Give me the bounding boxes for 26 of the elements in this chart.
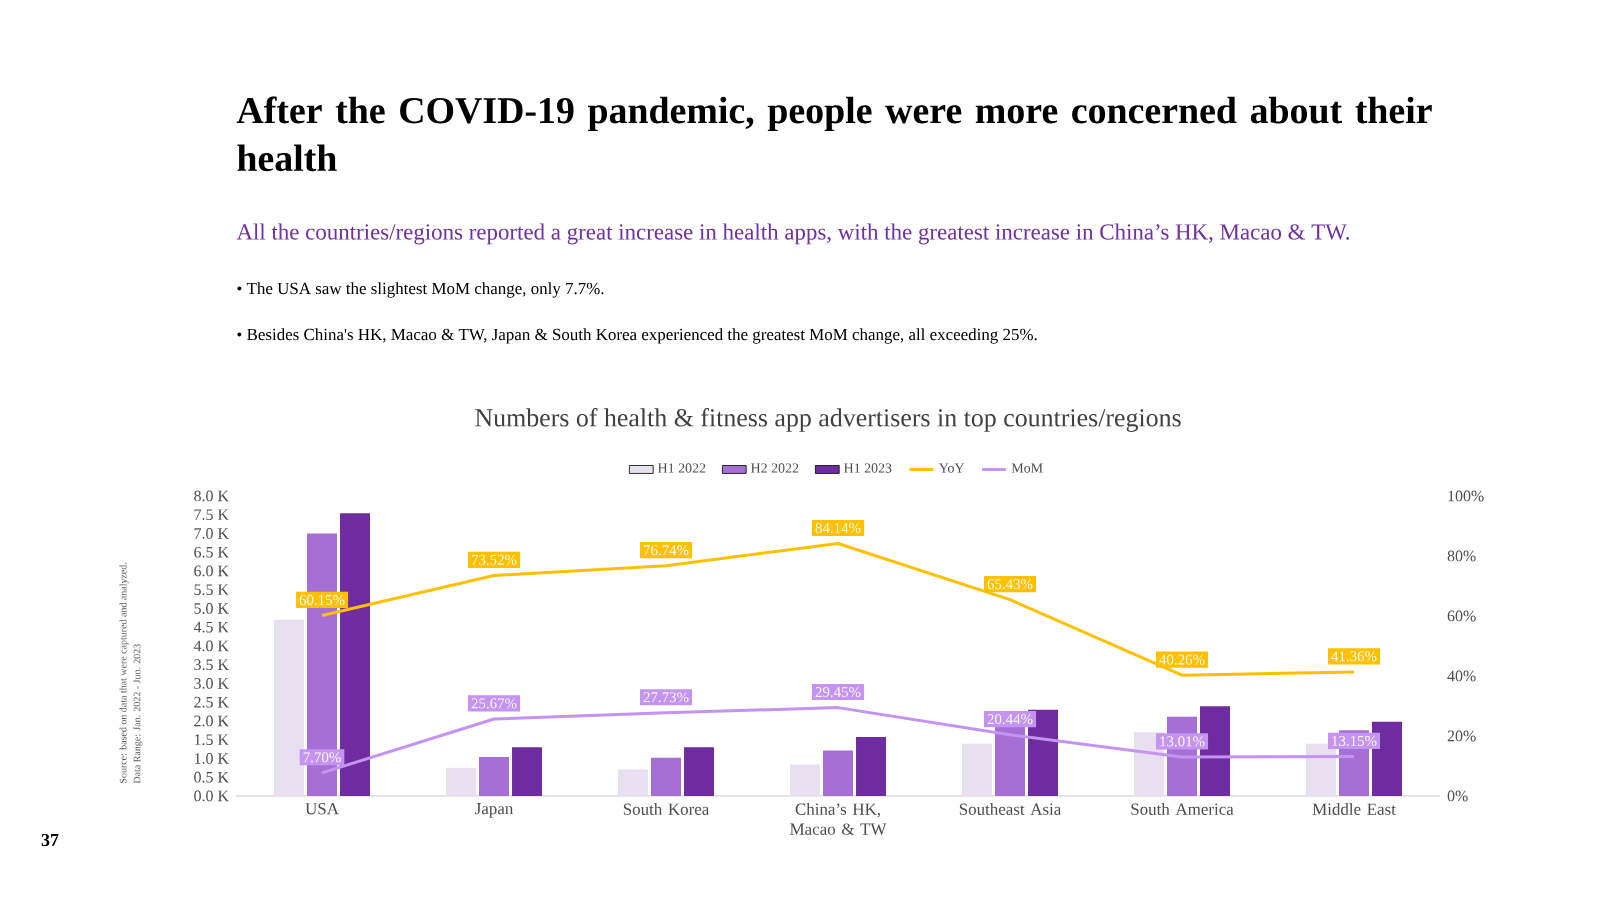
bar <box>618 769 649 796</box>
x-tick-label: China’s HK, Macao & TW <box>790 803 887 835</box>
x-tick-label: South Korea <box>623 803 710 815</box>
bar <box>479 756 510 796</box>
bar <box>651 757 682 796</box>
chart-title: After the COVID-19 pandemic, people were more concerned about their health <box>236 96 1432 172</box>
bar <box>962 743 993 796</box>
bar <box>446 767 477 796</box>
bar <box>995 724 1026 796</box>
bar <box>684 747 715 796</box>
chart-subtitle: All the countries/regions reported a great increase in health apps, with the greatest increase in China’s HK, Macao & TW. <box>236 223 1349 245</box>
text: Numbers of health & fitness app advertisers in top countries/regions <box>475 408 1181 432</box>
x-tick-label: Middle East <box>1312 803 1396 815</box>
x-tick-label: USA <box>305 803 339 815</box>
bar <box>1306 743 1337 796</box>
text: 37 <box>41 833 59 847</box>
bar <box>823 750 854 796</box>
text: • The USA saw the slightest MoM change, only 7.7%. <box>237 282 604 298</box>
x-tick-label: Japan <box>475 803 514 818</box>
x-tick-label: Southeast Asia <box>959 803 1062 815</box>
bar <box>790 764 821 796</box>
text: • Besides China's HK, Macao & TW, Japan & South Korea experienced the greatest MoM change, all exceeding 25%. <box>237 328 1037 344</box>
bar <box>512 747 543 796</box>
bar <box>856 737 887 796</box>
bar <box>274 619 305 796</box>
x-tick-label: South America <box>1131 803 1234 815</box>
